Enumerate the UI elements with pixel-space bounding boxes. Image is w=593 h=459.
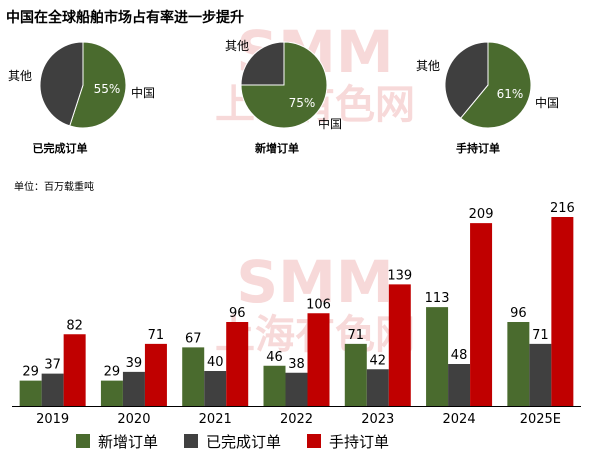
- legend-swatch-new-orders: [76, 434, 90, 448]
- pie-title: 已完成订单: [33, 141, 88, 155]
- unit-label: 单位：百万载重吨: [14, 182, 94, 193]
- pie-value-label: 55%: [94, 82, 121, 96]
- x-tick-label: 2025E: [520, 412, 561, 427]
- bar-2019-2: [63, 334, 86, 406]
- legend-item-completed: 已完成订单: [184, 431, 281, 452]
- bar-2022-1: [285, 372, 308, 406]
- bar-value-label: 42: [370, 353, 387, 368]
- pie-label-other: 其他: [416, 59, 440, 73]
- pie-slice-other: [240, 41, 285, 86]
- pie-label-china: 中国: [535, 95, 559, 110]
- pie-value-label: 75%: [289, 96, 316, 110]
- bar-value-label: 96: [229, 306, 246, 321]
- bar-2022-0: [263, 365, 286, 406]
- bar-chart: 29 37 82 2019 29 39 71 2020 67 40 96 2021 46 38 106 202…: [12, 201, 581, 427]
- legend-label-new-orders: 新增订单: [98, 432, 159, 451]
- bar-2025E-1: [529, 343, 552, 406]
- bar-value-label: 96: [510, 306, 527, 321]
- watermark-latin-1: SMM: [236, 248, 393, 316]
- pie-title: 新增订单: [255, 141, 299, 155]
- bar-value-label: 48: [451, 348, 468, 363]
- pie-slice-other: [39, 41, 84, 127]
- bar-2022-2: [307, 313, 330, 406]
- bar-value-label: 216: [550, 201, 575, 216]
- bar-2020-0: [100, 380, 123, 406]
- bar-2024-2: [470, 223, 493, 406]
- pie-slice-china: [69, 41, 127, 129]
- bar-value-label: 40: [207, 355, 224, 370]
- bar-2019-0: [19, 380, 42, 406]
- x-tick-label: 2023: [361, 412, 394, 427]
- pie-title: 手持订单: [456, 141, 500, 155]
- x-tick-label: 2021: [199, 412, 232, 427]
- bar-2023-0: [344, 343, 367, 406]
- bar-2019-1: [41, 373, 64, 406]
- bar-value-label: 82: [66, 318, 83, 333]
- bar-value-label: 39: [126, 356, 143, 371]
- bar-2025E-2: [551, 217, 574, 406]
- bar-value-label: 71: [148, 328, 165, 343]
- pie-label-other: 其他: [8, 69, 32, 83]
- pie-label-other: 其他: [225, 39, 249, 53]
- legend: 新增订单 已完成订单 手持订单: [76, 430, 415, 452]
- bar-2021-0: [182, 347, 205, 406]
- legend-label-completed: 已完成订单: [206, 432, 282, 451]
- bar-value-label: 106: [306, 297, 331, 312]
- bar-2024-1: [448, 364, 471, 406]
- x-tick-label: 2024: [443, 412, 476, 427]
- bar-value-label: 29: [22, 365, 39, 380]
- bar-value-label: 38: [288, 357, 305, 372]
- bar-2023-1: [366, 369, 389, 406]
- x-tick-label: 2020: [117, 412, 150, 427]
- bar-value-label: 71: [532, 328, 549, 343]
- pie-slice-china: [459, 41, 532, 129]
- x-tick-label: 2019: [36, 412, 69, 427]
- legend-swatch-backlog: [307, 434, 322, 448]
- pie-value-label: 61%: [497, 87, 524, 101]
- bar-value-label: 71: [348, 328, 365, 343]
- bar-2021-2: [226, 322, 249, 406]
- bar-value-label: 113: [425, 291, 450, 306]
- pie-slice-other: [444, 41, 489, 119]
- pie-label-china: 中国: [318, 116, 342, 131]
- bar-value-label: 37: [44, 358, 61, 373]
- figure-title: 中国在全球船舶市场占有率进一步提升: [6, 10, 244, 26]
- legend-label-backlog: 手持订单: [329, 432, 390, 451]
- pie-slice-china: [240, 41, 328, 129]
- bar-2020-1: [122, 371, 145, 406]
- bar-value-label: 67: [185, 331, 202, 346]
- bar-2020-2: [144, 343, 167, 406]
- bar-value-label: 29: [104, 365, 121, 380]
- x-tick-label: 2022: [280, 412, 313, 427]
- bar-2021-1: [204, 371, 227, 406]
- bar-2024-0: [426, 307, 449, 406]
- bar-2025E-0: [507, 322, 530, 406]
- bar-value-label: 139: [387, 268, 412, 283]
- bar-value-label: 46: [266, 350, 283, 365]
- bar-value-label: 209: [469, 207, 494, 222]
- legend-item-backlog: 手持订单: [307, 431, 389, 452]
- legend-swatch-completed: [184, 434, 199, 448]
- pie-label-china: 中国: [131, 85, 155, 100]
- legend-item-new-orders: 新增订单: [76, 431, 158, 452]
- bar-2023-2: [388, 284, 411, 406]
